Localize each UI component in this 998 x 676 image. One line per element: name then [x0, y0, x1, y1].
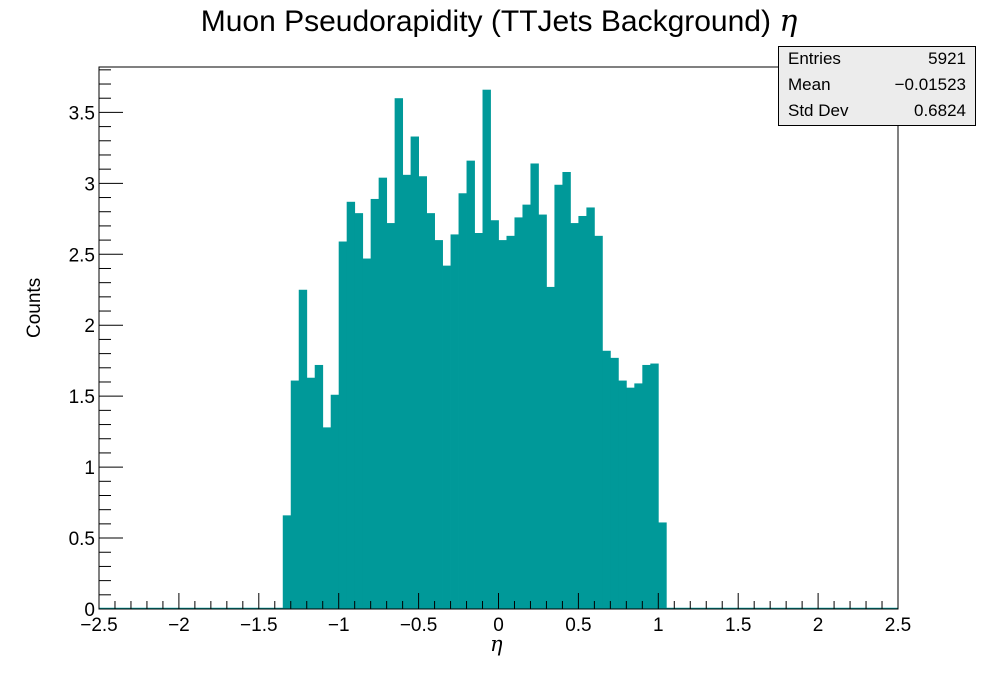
histogram-bar — [514, 217, 523, 610]
x-tick-label: 1.5 — [725, 615, 751, 636]
histogram-bar — [586, 207, 595, 609]
histogram-bar — [466, 160, 475, 609]
histogram-bar — [442, 265, 451, 609]
histogram-bar — [658, 522, 667, 609]
stats-box: Entries 5921 Mean −0.01523 Std Dev 0.682… — [778, 46, 976, 126]
histogram-bar — [314, 364, 324, 609]
y-axis-label: Counts — [24, 277, 45, 338]
y-tick-label: 1 — [84, 458, 95, 479]
stats-value: 0.6824 — [914, 101, 966, 120]
histogram-bar — [450, 234, 459, 610]
histogram-bar — [298, 289, 308, 609]
chart-title: Muon Pseudorapidity (TTJets Background) … — [0, 4, 998, 39]
histogram-bar — [426, 213, 435, 609]
x-tick-label: 0 — [493, 615, 504, 636]
histogram-bar — [538, 214, 547, 609]
histogram-bar — [554, 184, 563, 609]
histogram-bar — [626, 387, 635, 609]
y-tick-label: 3.5 — [69, 103, 95, 124]
histogram-bar — [474, 233, 483, 609]
histogram-bar — [634, 383, 643, 609]
chart-title-text: Muon Pseudorapidity (TTJets Background) — [200, 5, 771, 38]
histogram-bar — [362, 258, 372, 609]
x-tick-label: −2 — [168, 615, 190, 636]
x-tick-label: −1.5 — [240, 615, 278, 636]
y-tick-label: 0 — [84, 600, 95, 621]
histogram-bar — [370, 198, 380, 609]
stats-row-entries: Entries 5921 — [788, 47, 966, 73]
x-tick-label: −1 — [328, 615, 350, 636]
histogram-bar — [530, 163, 539, 609]
x-tick-label: −2.5 — [80, 615, 118, 636]
stats-row-std-dev: Std Dev 0.6824 — [788, 99, 966, 125]
histogram-bar — [522, 204, 531, 609]
histogram-bar — [418, 176, 427, 609]
y-tick-label: 1.5 — [69, 387, 95, 408]
histogram-bar — [290, 380, 300, 609]
x-tick-label: 2.5 — [885, 615, 911, 636]
histogram-bar — [602, 350, 611, 609]
histogram-bar — [346, 201, 356, 609]
histogram-bar — [610, 357, 619, 609]
histogram-bar — [642, 364, 651, 609]
histogram-bar — [338, 241, 348, 610]
histogram-bar — [458, 193, 467, 610]
y-tick-label: 3 — [84, 174, 95, 195]
stats-value: −0.01523 — [894, 75, 966, 94]
histogram-bar — [378, 177, 388, 609]
x-tick-label: 1 — [653, 615, 664, 636]
y-tick-label: 0.5 — [69, 529, 95, 550]
stats-key: Entries — [788, 49, 841, 68]
stats-row-mean: Mean −0.01523 — [788, 73, 966, 99]
histogram-bar — [402, 174, 412, 609]
histogram-bar — [482, 89, 491, 610]
stats-key: Mean — [788, 75, 831, 94]
histogram-bar — [618, 380, 627, 609]
histogram-bar — [506, 235, 515, 609]
chart-title-symbol: η — [779, 4, 798, 39]
histogram-bar — [498, 240, 507, 609]
x-tick-label: 2 — [813, 615, 824, 636]
histogram-bar — [578, 215, 587, 609]
stats-key: Std Dev — [788, 101, 849, 120]
histogram-bar — [410, 136, 419, 609]
x-tick-label: 0.5 — [565, 615, 591, 636]
histogram-bar — [434, 240, 443, 609]
histogram-bar — [546, 286, 555, 609]
histogram-bar — [650, 363, 659, 609]
stats-value: 5921 — [928, 49, 966, 68]
x-axis-label: η — [490, 632, 503, 656]
histogram-bar — [570, 223, 579, 609]
histogram-bar — [354, 213, 364, 609]
histogram-bar — [282, 515, 292, 609]
histogram-bar — [562, 171, 571, 610]
x-tick-label: −0.5 — [400, 615, 438, 636]
histogram-bar — [594, 235, 603, 609]
y-tick-label: 2.5 — [69, 245, 95, 266]
histogram-bar — [330, 394, 340, 609]
histogram-bar — [322, 427, 332, 609]
histogram-bar — [386, 223, 396, 609]
histogram-bar — [394, 98, 404, 609]
histogram-bar — [490, 220, 499, 609]
histogram-bar — [306, 377, 316, 609]
y-tick-label: 2 — [84, 316, 95, 337]
